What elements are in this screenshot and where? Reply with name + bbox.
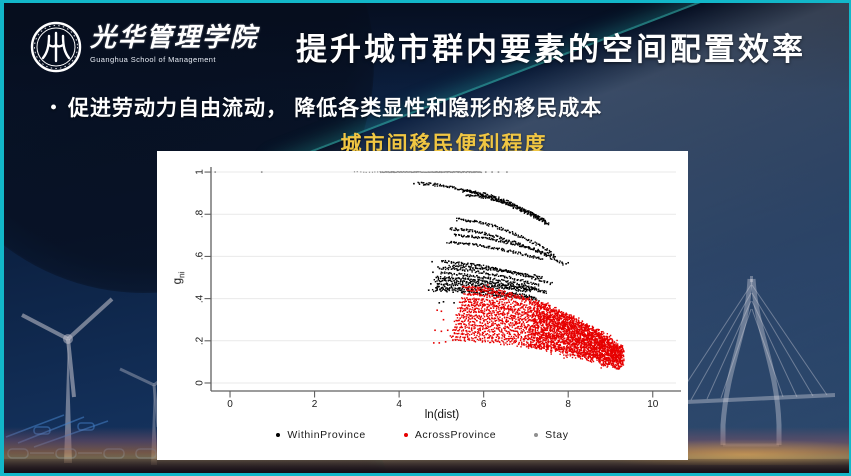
chart-panel: gni ln(dist) 0.2.4.6.8 1 0 2 4 6 8 10 WithinPro…	[157, 151, 688, 460]
y-tick-label: 1	[194, 169, 206, 175]
logo-text: 光华管理学院 Guanghua School of Management	[90, 21, 259, 65]
x-tick-label: 4	[396, 399, 402, 410]
bridge-image	[665, 276, 835, 447]
y-axis-label: gni	[171, 271, 187, 285]
logo-cn-text: 光华管理学院	[90, 23, 259, 52]
legend-marker-icon	[276, 433, 281, 437]
scatter-plot-canvas	[157, 151, 688, 460]
background-water-shade	[4, 459, 849, 473]
logo: 光华管理学院 Guanghua School of Management	[30, 21, 258, 73]
bullet-text: 促进劳动力自由流动， 降低各类显性和隐形的移民成本	[68, 96, 603, 120]
legend-entry-acrossprovince: AcrossProvince	[403, 429, 497, 441]
legend-label: AcrossProvince	[414, 429, 497, 441]
legend-entry-stay: Stay	[534, 429, 568, 441]
slide-title: 提升城市群内要素的空间配置效率	[296, 32, 806, 67]
y-tick-label: .4	[194, 294, 206, 303]
y-tick-label: .8	[194, 210, 206, 219]
y-tick-label: 0	[194, 380, 206, 386]
bullet-item: • 促进劳动力自由流动， 降低各类显性和隐形的移民成本	[40, 92, 602, 122]
x-tick-label: 8	[565, 399, 571, 410]
circuit-pattern-image	[5, 414, 157, 459]
legend-label: Stay	[545, 429, 569, 441]
legend-marker-icon	[534, 433, 539, 437]
y-tick-label: .6	[194, 252, 206, 261]
university-seal-icon	[30, 21, 82, 73]
x-tick-label: 2	[311, 399, 318, 410]
x-tick-label: 0	[227, 399, 233, 410]
x-tick-label: 10	[647, 399, 659, 410]
x-tick-label: 6	[480, 399, 487, 410]
legend-marker-icon	[403, 433, 408, 437]
chart-legend: WithinProvince AcrossProvince Stay	[157, 429, 688, 441]
x-axis-label: ln(dist)	[424, 409, 460, 421]
logo-en-text: Guanghua School of Management	[90, 55, 216, 64]
bullet-marker: •	[50, 97, 58, 117]
y-tick-label: .2	[194, 336, 206, 345]
legend-label: WithinProvince	[287, 429, 366, 441]
legend-entry-withinprovince: WithinProvince	[276, 429, 365, 441]
